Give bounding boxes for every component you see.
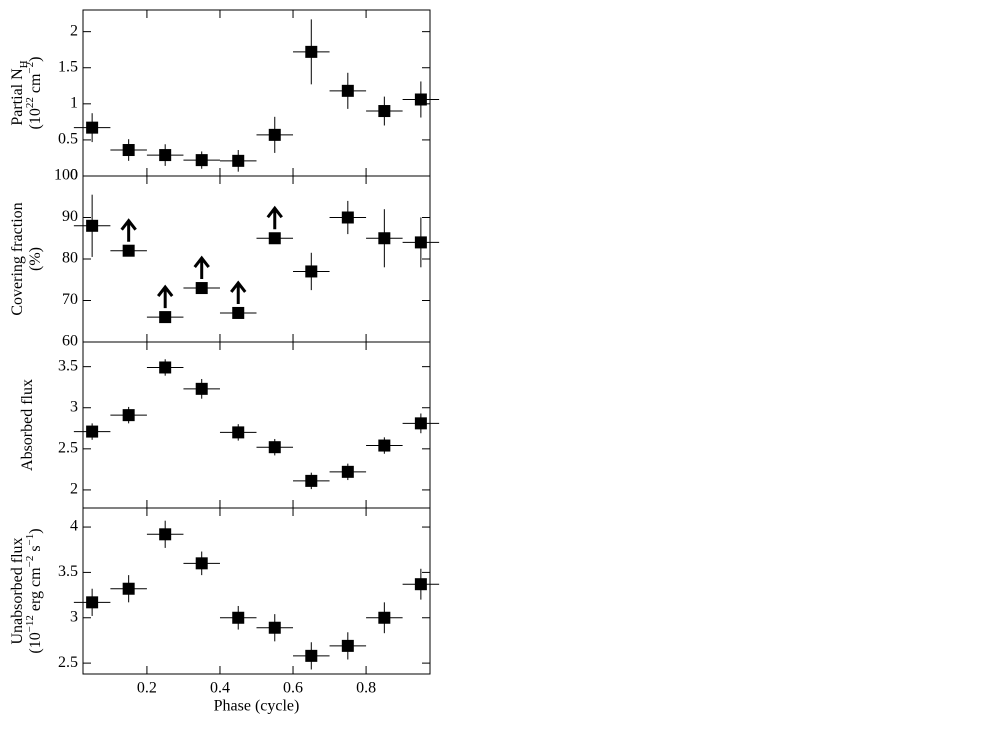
y-axis-label-part: (10 — [27, 632, 44, 653]
y-axis-label-part: s — [27, 545, 44, 555]
y-axis-label-part: Absorbed flux — [19, 379, 36, 471]
lower-limit-arrow — [193, 255, 210, 280]
y-axis-label: Covering fraction — [9, 202, 26, 315]
y-axis-label-part: −2 — [24, 62, 36, 74]
y-axis-label-part: Unabsorbed flux — [9, 537, 26, 644]
y-axis-label-part: −2 — [24, 556, 36, 568]
marker — [378, 611, 391, 624]
marker — [232, 611, 245, 624]
lower-limit-arrow — [120, 218, 137, 242]
marker — [159, 311, 172, 324]
lower-limit-arrow — [230, 280, 247, 304]
marker — [305, 45, 318, 58]
marker — [86, 596, 99, 609]
y-axis-label: (1022 cm−2) — [24, 57, 44, 130]
marker — [341, 639, 354, 652]
y-tick-label: 2.5 — [58, 654, 78, 671]
marker — [122, 244, 135, 257]
y-tick-label: 2 — [70, 481, 78, 498]
marker — [268, 232, 281, 245]
y-tick-label: 80 — [62, 250, 78, 267]
marker — [195, 154, 208, 167]
marker — [86, 219, 99, 232]
marker — [268, 128, 281, 141]
marker — [122, 582, 135, 595]
y-axis-label: Unabsorbed flux — [9, 537, 26, 644]
marker — [195, 557, 208, 570]
x-tick-label: 0.6 — [283, 680, 303, 697]
marker — [122, 144, 135, 157]
marker — [305, 265, 318, 278]
y-axis-label-part: Partial N — [9, 68, 26, 126]
plot-frame — [82, 507, 431, 675]
marker — [378, 232, 391, 245]
y-axis-label-part: cm — [27, 73, 44, 97]
y-axis-label-part: (%) — [27, 247, 44, 271]
y-axis-label-part: erg cm — [27, 567, 44, 615]
marker — [232, 426, 245, 439]
marker — [195, 282, 208, 295]
y-axis-label-part: ) — [27, 528, 44, 533]
plot-frame — [82, 341, 431, 509]
marker — [414, 417, 427, 430]
y-tick-label: 3 — [70, 608, 78, 625]
lower-limit-arrow — [156, 284, 174, 309]
y-tick-label: 4 — [70, 518, 78, 535]
y-axis-label-part: 22 — [24, 97, 36, 108]
marker — [341, 84, 354, 97]
y-axis-label-part: −12 — [24, 615, 36, 632]
y-tick-label: 3.5 — [58, 563, 78, 580]
y-tick-label: 1 — [70, 94, 78, 111]
x-axis-label: Phase (cycle) — [214, 698, 300, 715]
plot-frame — [82, 9, 431, 177]
lower-limit-arrow — [266, 205, 283, 230]
marker — [232, 154, 245, 167]
y-axis-label: Absorbed flux — [19, 379, 36, 471]
y-tick-label: 3 — [70, 398, 78, 415]
x-tick-label: 0.2 — [137, 680, 157, 697]
marker — [305, 474, 318, 487]
marker — [341, 465, 354, 478]
marker — [159, 149, 172, 162]
y-axis-label-part: (10 — [27, 108, 44, 129]
y-axis-label-part: H — [18, 60, 30, 68]
marker — [159, 361, 172, 374]
y-axis-label: Partial NH — [9, 60, 30, 125]
y-axis-label-part: Covering fraction — [9, 202, 26, 315]
plot-frame — [82, 175, 431, 343]
marker — [305, 649, 318, 662]
y-axis-label-part: −1 — [24, 534, 36, 546]
y-tick-label: 0.5 — [58, 131, 78, 148]
y-axis-label-part: ) — [27, 57, 44, 62]
y-tick-label: 70 — [62, 291, 78, 308]
y-tick-label: 1.5 — [58, 58, 78, 75]
marker — [378, 105, 391, 118]
marker — [86, 121, 99, 134]
marker — [159, 528, 172, 541]
y-tick-label: 90 — [62, 208, 78, 225]
y-axis-label: (%) — [27, 247, 44, 271]
x-tick-label: 0.8 — [356, 680, 376, 697]
y-axis-label: (10−12 erg cm−2 s−1) — [24, 528, 44, 653]
marker — [414, 578, 427, 591]
y-tick-label: 100 — [54, 167, 78, 184]
marker — [414, 236, 427, 249]
marker — [232, 306, 245, 319]
x-tick-label: 0.4 — [210, 680, 230, 697]
y-tick-label: 3.5 — [58, 357, 78, 374]
y-tick-label: 60 — [62, 333, 78, 350]
marker — [86, 425, 99, 438]
marker — [341, 211, 354, 224]
marker — [268, 621, 281, 634]
marker — [268, 441, 281, 454]
marker — [195, 382, 208, 395]
marker — [414, 93, 427, 106]
y-tick-label: 0 — [70, 167, 78, 184]
marker — [378, 439, 391, 452]
y-tick-label: 2 — [70, 22, 78, 39]
y-tick-label: 2.5 — [58, 440, 78, 457]
marker — [122, 409, 135, 422]
